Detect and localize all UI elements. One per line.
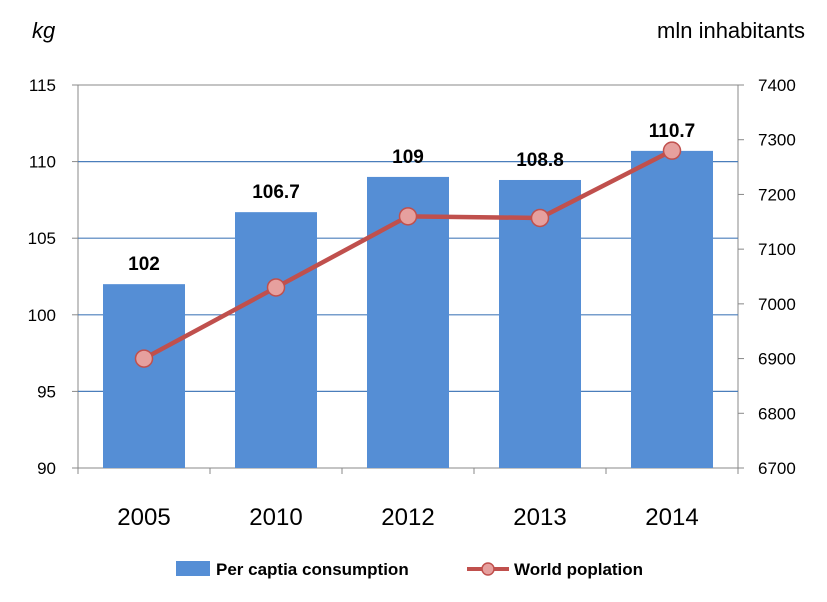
bar-data-label: 110.7: [649, 121, 696, 142]
data-labels: 102 106.7 109 108.8 110.7: [128, 121, 695, 275]
population-point-2012: [398, 207, 418, 226]
left-tick-label: 110: [29, 153, 56, 172]
left-tick-label: 95: [37, 382, 56, 401]
bar-2013: [499, 179, 581, 468]
x-tick-label: 2005: [117, 504, 170, 531]
left-tick-label: 90: [37, 459, 56, 478]
x-tick-label: 2012: [381, 504, 434, 531]
right-tick-label: 7100: [758, 240, 796, 259]
x-tick-label: 2014: [645, 504, 698, 531]
population-point-2013: [530, 208, 550, 228]
bar-2014: [631, 150, 713, 468]
bar-series: [103, 150, 713, 469]
left-tick-label: 100: [28, 306, 56, 325]
bar-2005: [103, 284, 185, 468]
legend: Per captia consumption World poplation: [176, 560, 643, 579]
left-axis-unit: kg: [32, 18, 56, 43]
legend-label-population: World poplation: [514, 560, 643, 579]
line-series: [134, 141, 682, 368]
left-tick-label: 105: [28, 229, 56, 248]
right-axis-unit: mln inhabitants: [657, 18, 805, 43]
right-tick-label: 6700: [758, 459, 796, 478]
x-tick-label: 2010: [249, 504, 302, 531]
axes: 90 95 100 105 110 115 6700 6800 6900 7000 7100 7200…: [28, 76, 796, 531]
right-tick-label: 6800: [758, 404, 796, 423]
right-tick-label: 6900: [758, 350, 796, 369]
right-tick-label: 7200: [758, 185, 796, 204]
bar-2010: [235, 212, 317, 468]
x-tick-label: 2013: [513, 504, 566, 531]
right-tick-label: 7000: [758, 295, 796, 314]
bar-data-label: 109: [392, 147, 424, 168]
bar-data-label: 102: [128, 254, 160, 275]
bar-data-label: 106.7: [252, 182, 300, 203]
legend-marker-population: [481, 562, 495, 576]
right-tick-label: 7300: [758, 131, 796, 150]
left-tick-label: 115: [29, 76, 56, 95]
legend-label-consumption: Per captia consumption: [216, 560, 409, 579]
bar-data-label: 108.8: [516, 150, 564, 171]
population-point-2010: [266, 278, 286, 297]
population-point-2005: [134, 349, 154, 368]
right-tick-label: 7400: [758, 76, 796, 95]
legend-swatch-consumption: [176, 561, 210, 576]
population-point-2014: [662, 141, 682, 160]
